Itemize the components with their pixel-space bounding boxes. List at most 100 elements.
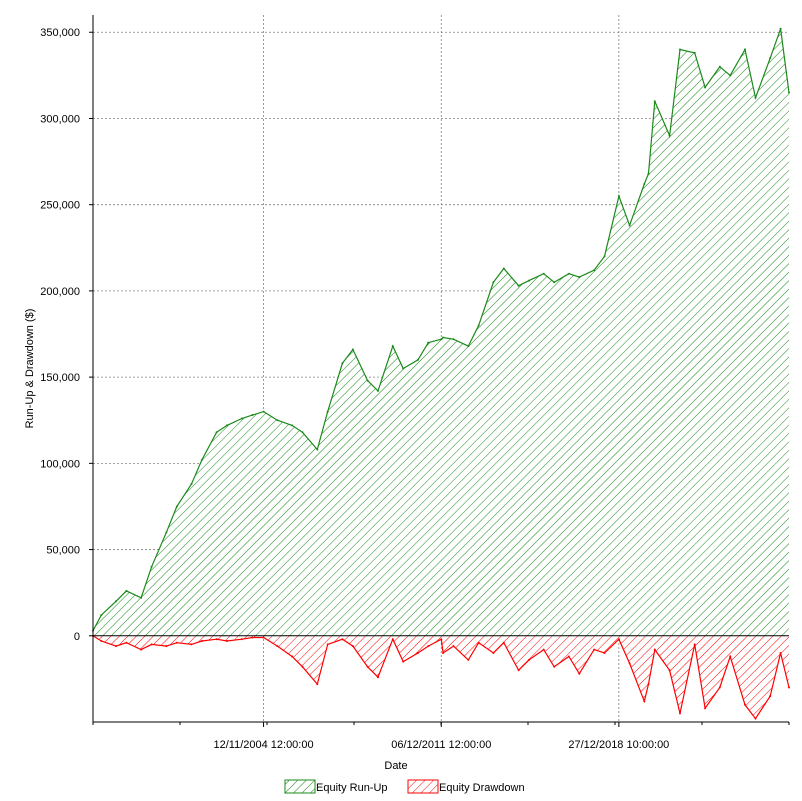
runup-point	[593, 269, 596, 272]
legend-label: Equity Drawdown	[439, 782, 525, 794]
runup-point	[653, 100, 656, 103]
runup-point	[301, 431, 304, 434]
x-tick-label: 06/12/2011 12:00:00	[391, 739, 491, 751]
runup-point	[251, 414, 254, 417]
runup-point	[542, 272, 545, 275]
runup-point	[226, 424, 228, 427]
drawdown-point	[679, 712, 681, 715]
runup-point	[150, 565, 153, 568]
drawdown-point	[788, 686, 790, 689]
drawdown-point	[251, 636, 254, 639]
drawdown-point	[769, 695, 772, 698]
runup-point	[628, 224, 631, 227]
drawdown-point	[502, 641, 505, 644]
drawdown-point	[366, 665, 369, 668]
drawdown-point	[240, 638, 243, 641]
runup-point	[200, 458, 203, 461]
runup-point	[175, 505, 178, 508]
runup-point	[744, 48, 746, 51]
drawdown-point	[643, 700, 646, 703]
drawdown-point	[593, 648, 596, 651]
runup-point	[115, 600, 117, 603]
y-tick-label: 300,000	[40, 113, 80, 125]
drawdown-point	[165, 645, 168, 648]
drawdown-point	[150, 643, 153, 646]
runup-point	[125, 589, 128, 592]
drawdown-point	[351, 645, 354, 648]
runup-point	[492, 281, 495, 284]
runup-point	[578, 276, 581, 279]
drawdown-point	[427, 645, 430, 648]
runup-point	[440, 338, 443, 341]
drawdown-point	[477, 641, 480, 644]
drawdown-point	[754, 717, 757, 720]
runup-point	[679, 48, 681, 51]
runup-point	[477, 324, 480, 327]
runup-point	[442, 336, 445, 339]
runup-point	[452, 338, 455, 341]
drawdown-point	[718, 686, 721, 689]
runup-point	[240, 417, 243, 420]
plot-areas	[92, 27, 790, 720]
y-tick-label: 100,000	[40, 458, 80, 470]
drawdown-point	[704, 707, 707, 710]
runup-point	[729, 74, 732, 77]
drawdown-point	[115, 645, 117, 648]
drawdown-point	[517, 669, 520, 672]
drawdown-point	[326, 643, 329, 646]
legend-label: Equity Run-Up	[316, 782, 388, 794]
drawdown-point	[200, 640, 203, 642]
runup-point	[316, 448, 319, 451]
runup-point	[502, 267, 505, 270]
drawdown-point	[553, 665, 556, 668]
drawdown-area	[93, 635, 789, 719]
runup-point	[140, 596, 143, 599]
drawdown-point	[567, 655, 570, 658]
axes	[89, 15, 790, 727]
x-tick-label: 27/12/2018 10:00:00	[568, 739, 669, 751]
runup-point	[391, 345, 394, 348]
drawdown-point	[276, 645, 279, 648]
legend: Equity Run-Up Equity Drawdown	[284, 779, 525, 794]
drawdown-point	[603, 652, 606, 654]
drawdown-point	[125, 641, 128, 644]
drawdown-point	[668, 669, 671, 672]
drawdown-point	[452, 645, 455, 648]
drawdown-point	[341, 638, 344, 641]
drawdown-point	[653, 648, 656, 651]
drawdown-point	[744, 703, 746, 706]
runup-point	[377, 389, 379, 392]
tick-labels: 0 50,000 100,000 150,000 200,000 250,000 300,0…	[40, 27, 669, 751]
drawdown-point	[402, 660, 405, 663]
drawdown-point	[301, 665, 304, 668]
drawdown-point	[467, 658, 470, 661]
runup-point	[788, 91, 790, 94]
drawdown-point	[542, 648, 545, 651]
runup-point	[165, 531, 168, 534]
runup-point	[467, 345, 470, 348]
runup-point	[693, 51, 696, 54]
runup-point	[215, 431, 218, 434]
y-tick-label: 200,000	[40, 286, 80, 298]
runup-point	[262, 410, 265, 413]
drawdown-point	[226, 640, 228, 642]
runup-point	[647, 172, 650, 175]
legend-swatch	[284, 779, 316, 794]
runup-point	[769, 57, 772, 60]
drawdown-point	[442, 652, 445, 654]
runup-point	[754, 96, 757, 99]
drawdown-point	[617, 638, 620, 641]
drawdown-point	[416, 652, 419, 654]
drawdown-point	[647, 683, 650, 686]
drawdown-point	[316, 683, 319, 686]
drawdown-point	[492, 652, 495, 654]
drawdown-point	[377, 676, 379, 679]
runup-point	[704, 86, 707, 89]
drawdown-point	[215, 638, 218, 641]
runup-point	[668, 134, 671, 137]
drawdown-point	[391, 638, 394, 641]
runup-point	[402, 367, 405, 370]
drawdown-point	[291, 655, 294, 658]
runup-point	[603, 255, 606, 258]
